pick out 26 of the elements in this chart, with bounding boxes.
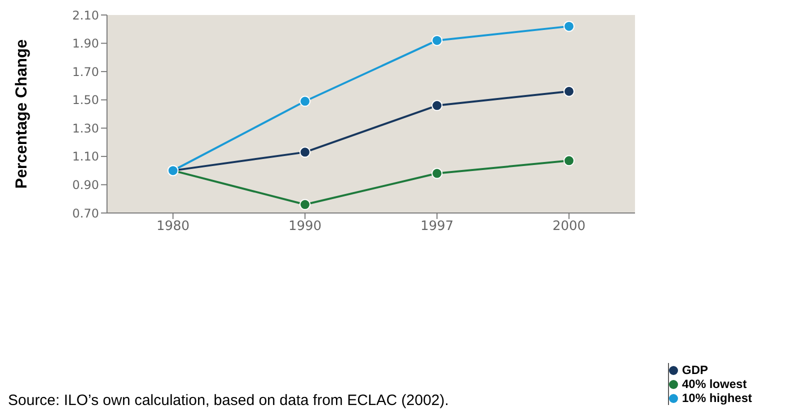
legend-label: GDP — [682, 363, 708, 377]
y-tick-label: 1.30 — [72, 121, 99, 136]
y-tick-label: 1.10 — [72, 150, 99, 164]
point — [300, 146, 310, 158]
y-axis-title: Percentage Change — [14, 39, 31, 189]
point — [432, 34, 442, 46]
y-tick-label: 1.90 — [72, 36, 99, 51]
x-tick-label: 1997 — [420, 219, 454, 234]
point — [432, 168, 442, 179]
legend-label: 10% highest — [682, 391, 752, 405]
legend-label: 40% lowest — [682, 377, 747, 391]
point — [564, 20, 574, 32]
point — [300, 96, 310, 107]
x-tick-label: 2000 — [552, 219, 586, 234]
point — [300, 199, 310, 210]
y-tick-label: 0.90 — [72, 178, 99, 192]
y-tick-label: 2.10 — [72, 8, 99, 22]
x-tick-label: 1990 — [288, 219, 322, 234]
y-tick-label: 0.70 — [72, 206, 99, 220]
point — [564, 86, 574, 97]
y-tick-label: 1.50 — [72, 93, 99, 108]
y-tick-label: 1.70 — [72, 64, 99, 79]
x-tick-label: 1980 — [156, 219, 190, 234]
source-note: Source: ILO’s own calculation, based on data from ECLAC (2002). — [8, 392, 449, 409]
point — [432, 100, 442, 112]
point — [564, 155, 574, 166]
